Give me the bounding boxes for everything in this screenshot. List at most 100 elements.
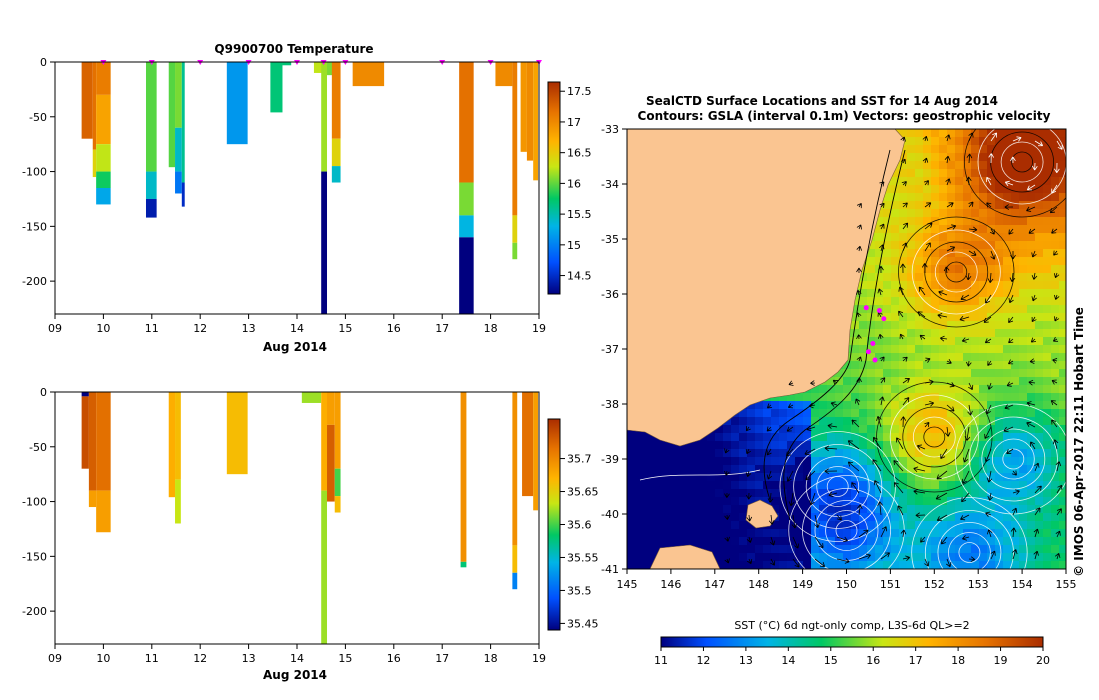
velocity-vector: [1034, 140, 1044, 147]
sst-cell: [795, 553, 804, 562]
sst-cell: [771, 441, 780, 450]
sst-cell: [971, 345, 980, 354]
sst-cell: [907, 465, 916, 474]
sst-cell: [635, 457, 644, 466]
sst-cell: [899, 297, 908, 306]
sst-cell: [643, 473, 652, 482]
sst-cell: [1027, 433, 1036, 442]
gsla-contour: [990, 131, 1054, 193]
sst-cell: [947, 129, 956, 138]
sst-cell: [859, 409, 868, 418]
velocity-vector: [936, 470, 948, 480]
sst-cell: [747, 529, 756, 538]
sst-cell: [899, 545, 908, 554]
velocity-vector: [830, 401, 838, 407]
sst-cell: [995, 265, 1004, 274]
sst-cell: [651, 505, 660, 514]
sst-cell: [1019, 497, 1028, 506]
sst-cell: [1059, 257, 1066, 266]
gsla-contours: [639, 129, 1066, 569]
velocity-vector: [988, 153, 995, 164]
sst-cell: [939, 417, 948, 426]
sst-cell: [643, 505, 652, 514]
sst-cell: [747, 481, 756, 490]
gsla-contour: [911, 497, 1028, 569]
sst-cell: [915, 321, 924, 330]
sst-cell: [683, 481, 692, 490]
sst-cell: [923, 233, 932, 242]
sst-cell: [955, 521, 964, 530]
velocity-vector: [880, 377, 886, 384]
sst-cell: [931, 369, 940, 378]
sst-cell: [1011, 529, 1020, 538]
velocity-vector: [946, 358, 952, 365]
sst-cell: [963, 225, 972, 234]
velocity-vector: [858, 529, 869, 538]
island-2: [649, 544, 721, 569]
sst-cell: [995, 481, 1004, 490]
velocity-vector: [983, 316, 992, 323]
sst-colorbar-tick-label: 14: [781, 654, 795, 667]
sst-cell: [867, 521, 876, 530]
sst-cell: [979, 489, 988, 498]
velocity-vector: [898, 286, 904, 296]
sst-cell: [915, 313, 924, 322]
sst-cell: [923, 353, 932, 362]
sst-cell: [643, 553, 652, 562]
sst-cell: [995, 273, 1004, 282]
sst-cell: [731, 417, 740, 426]
sst-cell: [971, 233, 980, 242]
sst-cell: [1003, 153, 1012, 162]
sst-cell: [795, 449, 804, 458]
velocity-vector: [990, 132, 998, 142]
sst-cell: [939, 345, 948, 354]
sst-colorbar-tick-label: 17: [909, 654, 923, 667]
sst-cell: [819, 553, 828, 562]
sst-cell: [635, 561, 644, 569]
sst-cell: [1003, 473, 1012, 482]
sst-cell: [1051, 313, 1060, 322]
sst-cell: [939, 385, 948, 394]
sst-cell: [995, 489, 1004, 498]
velocity-vector: [967, 404, 973, 416]
sst-cell: [923, 281, 932, 290]
sst-cell: [883, 345, 892, 354]
sst-cell: [1059, 265, 1066, 274]
velocity-vector: [922, 135, 929, 142]
profile-segment: [512, 392, 518, 546]
sst-cell: [819, 489, 828, 498]
map-title-line2: Contours: GSLA (interval 0.1m) Vectors: …: [638, 109, 1051, 123]
sst-cell: [1019, 401, 1028, 410]
sst-cell: [907, 281, 916, 290]
velocity-vector: [856, 267, 862, 274]
sst-cell: [699, 513, 708, 522]
sst-cell: [899, 521, 908, 530]
sst-cell: [1051, 353, 1060, 362]
velocity-vector: [804, 448, 816, 455]
sst-cell: [643, 481, 652, 490]
sst-cell: [803, 441, 812, 450]
colorbar-tick-label: 16.5: [567, 147, 592, 160]
sst-cell: [635, 473, 644, 482]
sst-cell: [931, 201, 940, 210]
sst-cell: [771, 497, 780, 506]
sst-cell: [1027, 505, 1036, 514]
sst-cell: [667, 489, 676, 498]
sst-cell: [979, 305, 988, 314]
sst-cell: [1059, 161, 1066, 170]
velocity-vector: [809, 492, 816, 506]
sst-cell: [987, 329, 996, 338]
velocity-vector: [913, 488, 926, 495]
sst-cell: [835, 457, 844, 466]
sst-cell: [939, 217, 948, 226]
sst-cell: [907, 441, 916, 450]
velocity-vector: [945, 134, 951, 142]
sst-cell: [899, 401, 908, 410]
sst-cell: [683, 497, 692, 506]
velocity-vector: [1012, 136, 1022, 142]
gsla-contour: [814, 500, 879, 561]
sst-cell: [699, 529, 708, 538]
sst-cell: [835, 465, 844, 474]
sst-cell: [971, 145, 980, 154]
sst-cell: [1027, 545, 1036, 554]
